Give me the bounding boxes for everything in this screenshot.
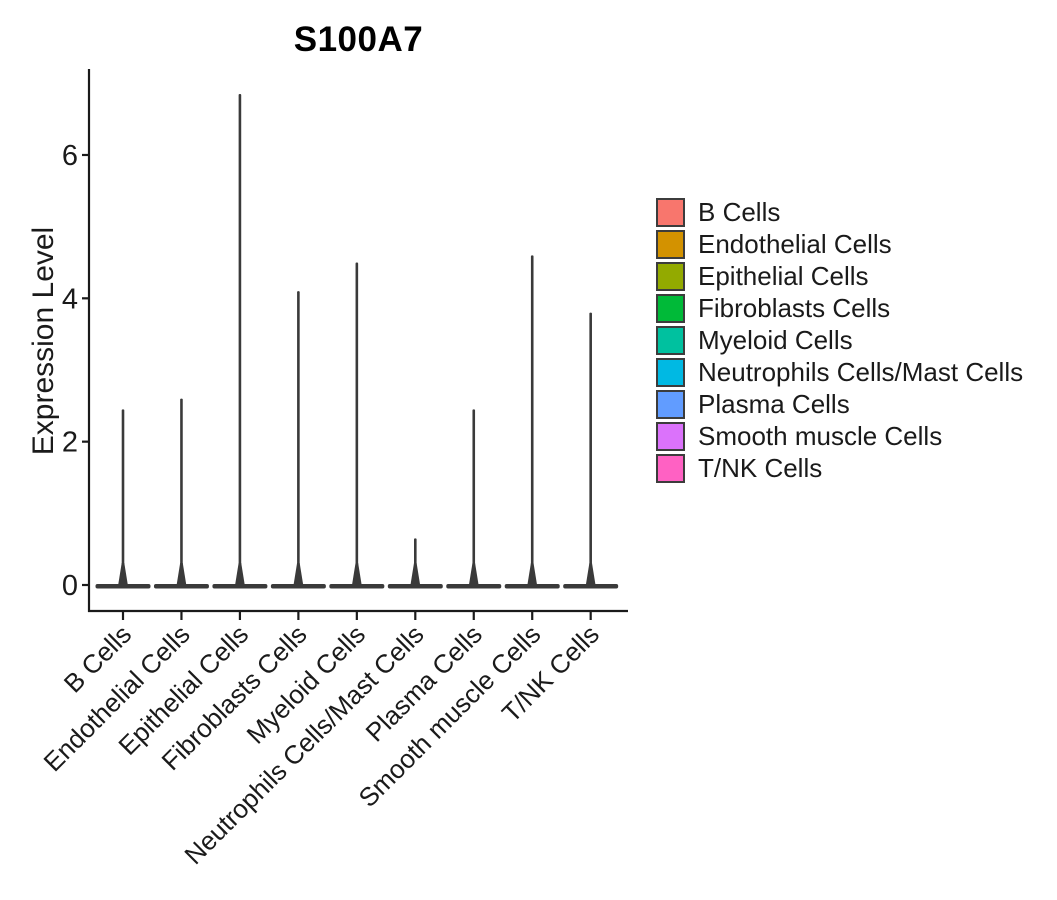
legend-item: Endothelial Cells	[656, 230, 1023, 259]
legend-item: Fibroblasts Cells	[656, 294, 1023, 323]
legend-label: Plasma Cells	[698, 389, 850, 419]
legend-swatch	[656, 454, 685, 483]
legend-label: Myeloid Cells	[698, 325, 853, 355]
legend-swatch	[656, 358, 685, 387]
legend-label: Neutrophils Cells/Mast Cells	[698, 357, 1024, 387]
violin-spike	[355, 262, 359, 586]
violin-spike	[180, 398, 183, 586]
violin-base	[270, 584, 326, 589]
violin-spike	[297, 291, 300, 586]
y-tick-label: 0	[62, 570, 78, 602]
legend-label: B Cells	[698, 197, 781, 227]
legend-label: Epithelial Cells	[698, 261, 869, 291]
violin-base	[212, 584, 268, 589]
violin-base	[329, 584, 385, 589]
violin-spike	[472, 409, 476, 586]
violin-spike	[530, 255, 534, 586]
legend-swatch	[656, 198, 685, 227]
y-tick-label: 6	[62, 140, 78, 172]
violin-base	[153, 584, 209, 589]
y-tick-label: 2	[62, 427, 78, 459]
legend-swatch	[656, 390, 685, 419]
legend-swatch	[656, 262, 685, 291]
violin-base	[387, 584, 443, 589]
legend-label: Fibroblasts Cells	[698, 293, 891, 323]
legend-label: Smooth muscle Cells	[698, 421, 943, 451]
legend-item: Myeloid Cells	[656, 326, 1023, 355]
legend-item: Plasma Cells	[656, 390, 1023, 419]
legend-swatch	[656, 422, 685, 451]
legend-item: Smooth muscle Cells	[656, 422, 1023, 451]
legend-label: T/NK Cells	[698, 453, 823, 483]
legend-swatch	[656, 230, 685, 259]
violin-spike	[414, 538, 417, 586]
legend: B Cells Endothelial Cells Epithelial Cells…	[656, 198, 1023, 483]
violin-base	[95, 584, 151, 589]
legend-label: Endothelial Cells	[698, 229, 892, 259]
violin-base	[563, 584, 619, 589]
legend-item: Epithelial Cells	[656, 262, 1023, 291]
legend-item: B Cells	[656, 198, 1023, 227]
legend-swatch	[656, 326, 685, 355]
violin-spike	[121, 409, 125, 586]
y-tick-label: 4	[62, 283, 78, 315]
legend-swatch	[656, 294, 685, 323]
violin-base	[446, 584, 502, 589]
violin-spike	[589, 312, 592, 586]
legend-item: T/NK Cells	[656, 454, 1023, 483]
legend-item: Neutrophils Cells/Mast Cells	[656, 358, 1023, 387]
violin-spike	[238, 94, 242, 587]
plot-title: S100A7	[293, 20, 424, 59]
violin-base	[504, 584, 560, 589]
